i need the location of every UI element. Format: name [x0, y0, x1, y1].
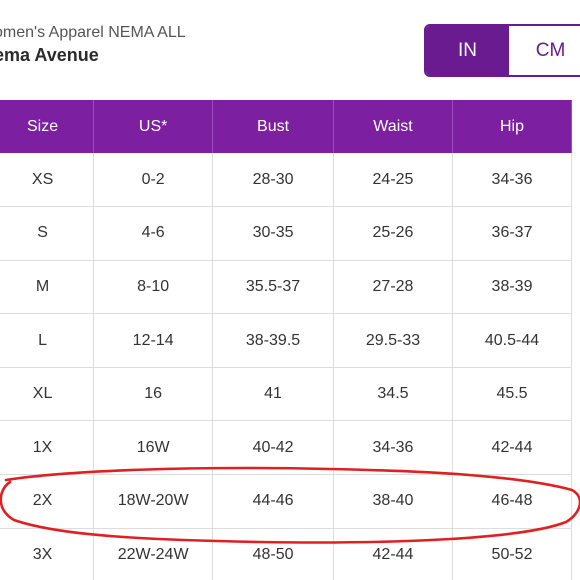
column-header-waist: Waist: [333, 100, 454, 153]
cell-size: M: [0, 259, 95, 314]
cell-bust: 44-46: [212, 474, 334, 529]
column-header-hip: Hip: [452, 100, 572, 153]
cell-waist: 24-25: [333, 153, 454, 207]
cell-us: 0-2: [93, 153, 214, 207]
cell-waist: 34-36: [333, 420, 454, 475]
table-row: 3X 22W-24W 48-50 42-44 50-52: [0, 527, 572, 580]
table-row: XL 16 41 34.5 45.5: [0, 366, 572, 421]
table-row: M 8-10 35.5-37 27-28 38-39: [0, 259, 572, 314]
cell-size: 1X: [0, 420, 95, 475]
cell-bust: 28-30: [212, 153, 334, 207]
cell-bust: 41: [212, 366, 334, 421]
cell-us: 4-6: [93, 206, 214, 261]
size-chart-table: Size US* Bust Waist Hip XS 0-2 28-30 24-…: [0, 100, 572, 580]
size-chart-header: omen's Apparel NEMA ALL ema Avenue IN CM: [0, 0, 580, 100]
cell-hip: 45.5: [452, 366, 572, 421]
cell-bust: 48-50: [212, 527, 334, 580]
cell-us: 16W: [93, 420, 214, 475]
cell-us: 16: [93, 366, 214, 421]
cell-waist: 34.5: [333, 366, 454, 421]
table-row: XS 0-2 28-30 24-25 34-36: [0, 153, 572, 207]
column-header-us: US*: [93, 100, 214, 153]
unit-in-button[interactable]: IN: [426, 26, 509, 75]
unit-toggle[interactable]: IN CM: [424, 24, 580, 77]
table-row: 1X 16W 40-42 34-36 42-44: [0, 420, 572, 475]
cell-us: 8-10: [93, 259, 214, 314]
cell-bust: 38-39.5: [212, 313, 334, 368]
cell-size: XS: [0, 153, 95, 207]
cell-waist: 38-40: [333, 474, 454, 529]
table-row: L 12-14 38-39.5 29.5-33 40.5-44: [0, 313, 572, 368]
column-header-size: Size: [0, 100, 95, 153]
cell-us: 12-14: [93, 313, 214, 368]
cell-bust: 35.5-37: [212, 259, 334, 314]
cell-bust: 40-42: [212, 420, 334, 475]
cell-hip: 46-48: [452, 474, 572, 529]
cell-hip: 36-37: [452, 206, 572, 261]
column-header-bust: Bust: [212, 100, 334, 153]
cell-hip: 40.5-44: [452, 313, 572, 368]
cell-hip: 38-39: [452, 259, 572, 314]
cell-us: 22W-24W: [93, 527, 214, 580]
cell-waist: 42-44: [333, 527, 454, 580]
brand-title: ema Avenue: [0, 45, 99, 65]
breadcrumb[interactable]: omen's Apparel NEMA ALL: [0, 24, 186, 41]
unit-cm-button[interactable]: CM: [509, 26, 580, 75]
cell-size: S: [0, 206, 95, 261]
cell-waist: 29.5-33: [333, 313, 454, 368]
table-header-row: Size US* Bust Waist Hip: [0, 100, 572, 153]
cell-hip: 50-52: [452, 527, 572, 580]
cell-hip: 34-36: [452, 153, 572, 207]
cell-size: 2X: [0, 474, 95, 529]
cell-size: L: [0, 313, 95, 368]
cell-size: 3X: [0, 527, 95, 580]
cell-waist: 27-28: [333, 259, 454, 314]
table-row: 2X 18W-20W 44-46 38-40 46-48: [0, 474, 572, 529]
cell-us: 18W-20W: [93, 474, 214, 529]
cell-hip: 42-44: [452, 420, 572, 475]
table-row: S 4-6 30-35 25-26 36-37: [0, 206, 572, 261]
cell-size: XL: [0, 366, 95, 421]
cell-bust: 30-35: [212, 206, 334, 261]
cell-waist: 25-26: [333, 206, 454, 261]
